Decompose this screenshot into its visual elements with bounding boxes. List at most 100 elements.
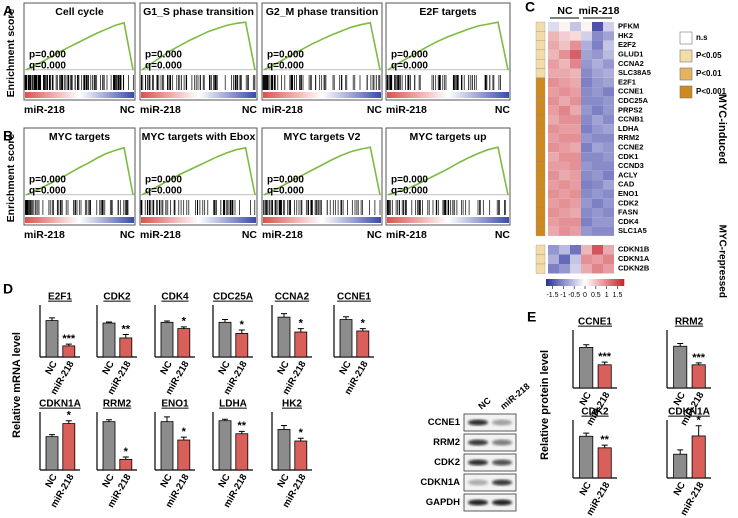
colorbar-step — [557, 279, 560, 286]
column-group-label: miR-218 — [579, 5, 620, 17]
heatmap-cell — [581, 87, 592, 97]
error-bar — [583, 344, 590, 348]
significance-cell — [535, 207, 546, 218]
heatmap-cell — [559, 152, 570, 162]
heatmap-cell — [592, 264, 603, 274]
heatmap-cell — [559, 124, 570, 134]
blot-frame — [463, 473, 517, 492]
colorbar-step — [598, 279, 601, 286]
heatmap-cell — [603, 22, 614, 32]
heatmap-cell — [581, 226, 592, 236]
colorbar-step — [594, 279, 597, 286]
x-end-label: NC — [367, 104, 383, 116]
chart-title: LDHA — [219, 399, 247, 410]
colorbar-step — [571, 279, 574, 286]
colorbar-step — [614, 279, 617, 286]
chart-title: CCNE1 — [578, 317, 612, 328]
heatmap-cell — [548, 180, 559, 190]
bar — [62, 423, 76, 471]
significance-label: *** — [62, 333, 76, 345]
error-bar — [343, 316, 349, 320]
panel-label: E — [527, 309, 536, 325]
heatmap-cell — [603, 49, 614, 60]
error-bar — [222, 319, 228, 323]
heatmap-cell — [548, 87, 559, 97]
row-label: CDK1 — [618, 152, 638, 161]
heatmap-cell — [548, 226, 559, 236]
heatmap-cell — [548, 264, 559, 274]
heatmap-cell — [559, 68, 570, 78]
error-bar — [281, 313, 287, 318]
heatmap-cell — [559, 180, 570, 190]
x-end-label: NC — [120, 104, 136, 116]
heatmap-cell — [581, 68, 592, 78]
colorbar-step — [622, 279, 625, 286]
heatmap-cell — [603, 245, 614, 255]
colorbar-step — [573, 279, 576, 286]
significance-cell — [535, 198, 546, 209]
row-label: FASN — [618, 208, 638, 217]
heatmap-cell — [570, 124, 581, 134]
heatmap-cell — [559, 49, 570, 60]
chart-title: RRM2 — [675, 317, 704, 328]
row-label: SLC38A5 — [618, 68, 651, 77]
error-bar — [359, 328, 366, 331]
heatmap-cell — [548, 161, 559, 171]
heatmap-cell — [548, 124, 559, 134]
significance-cell — [535, 49, 546, 60]
rank-gradient — [387, 217, 509, 223]
legend-swatch — [679, 31, 693, 45]
colorbar-step — [604, 279, 607, 286]
heatmap-cell — [548, 49, 559, 60]
significance-cell — [535, 254, 546, 265]
heatmap-cell — [592, 105, 603, 115]
enrichment-curve — [387, 146, 509, 196]
chart-title: CCNA2 — [275, 292, 310, 303]
enrichment-curve — [387, 21, 509, 71]
heatmap-cell — [570, 161, 581, 171]
heatmap-cell — [559, 105, 570, 115]
hit-lines — [24, 75, 134, 90]
heatmap-cell — [559, 77, 570, 88]
bar — [160, 421, 174, 471]
heatmap-cell — [603, 133, 614, 143]
x-end-label: NC — [495, 229, 511, 241]
plot-frame — [385, 127, 511, 226]
heatmap-cell — [581, 198, 592, 208]
colorbar-step — [547, 279, 551, 286]
colorbar-step — [546, 279, 549, 286]
heatmap-cell — [603, 208, 614, 218]
heatmap-cell — [570, 77, 581, 88]
error-bar — [297, 328, 304, 333]
heatmap-cell — [581, 208, 592, 218]
heatmap-cell — [559, 115, 570, 125]
row-label: CDC25A — [618, 96, 649, 105]
chart-title: CDK2 — [103, 292, 131, 303]
heatmap-cell — [603, 31, 614, 41]
heatmap-cell — [548, 217, 559, 227]
plot-title: MYC targets up — [409, 131, 486, 143]
blot-band — [492, 439, 512, 446]
heatmap-cell — [570, 142, 581, 153]
heatmap-cell — [570, 96, 581, 106]
colorbar-step — [581, 279, 584, 286]
plot-frame — [385, 2, 511, 101]
bar — [579, 346, 594, 389]
legend-label: n.s — [696, 33, 708, 42]
stat-annotation: q=0.000 — [267, 61, 304, 72]
colorbar-step — [600, 279, 603, 286]
blot-band — [492, 499, 512, 506]
heatmap-cell — [592, 142, 603, 153]
x-end-label: miR-218 — [262, 104, 303, 116]
colorbar-step — [608, 279, 611, 286]
hit-lines — [140, 75, 256, 90]
heatmap-cell — [581, 77, 592, 88]
colorbar-step — [569, 279, 572, 286]
significance-label: * — [67, 410, 72, 422]
heatmap-cell — [581, 59, 592, 69]
panel-label: B — [3, 128, 13, 144]
blot-band — [492, 419, 512, 426]
stat-annotation: p=0.000 — [267, 175, 304, 186]
error-bar — [180, 326, 187, 329]
